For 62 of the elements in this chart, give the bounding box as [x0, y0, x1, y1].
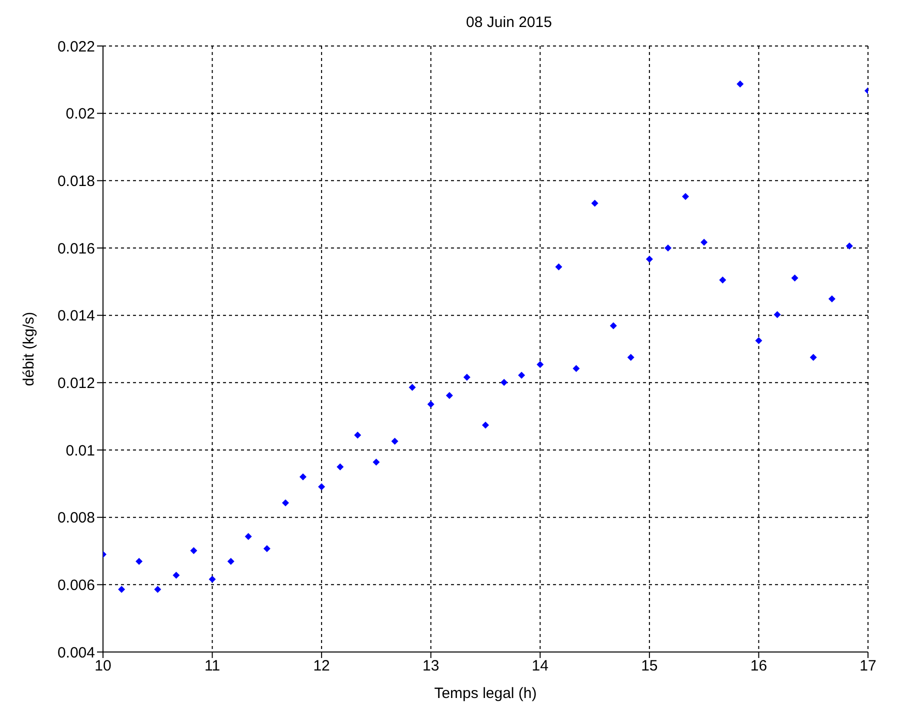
point — [482, 422, 489, 429]
point — [610, 322, 617, 330]
x-tick-label: 11 — [204, 658, 220, 675]
point — [536, 360, 544, 368]
point — [136, 558, 143, 565]
point — [227, 558, 234, 565]
x-tick-label: 15 — [641, 658, 658, 675]
point — [172, 572, 180, 579]
point — [627, 354, 634, 361]
point — [282, 499, 290, 506]
point — [244, 533, 252, 540]
point — [299, 473, 306, 480]
point — [572, 365, 580, 372]
point — [354, 432, 362, 439]
chart-title: 08 Juin 2015 — [465, 14, 553, 31]
y-tick-label: 0.012 — [57, 374, 95, 392]
y-tick-label: 0.018 — [57, 172, 95, 190]
point — [828, 295, 836, 302]
point — [591, 200, 598, 207]
point — [190, 547, 198, 554]
point — [682, 192, 689, 200]
point — [500, 378, 508, 386]
point — [408, 384, 416, 391]
point — [118, 586, 126, 593]
x-axis-title: Temps legal (h) — [434, 685, 537, 702]
point — [555, 263, 562, 270]
point — [336, 463, 344, 470]
point — [263, 545, 270, 552]
point — [208, 576, 216, 583]
point — [446, 392, 453, 399]
y-tick-label: 0.016 — [57, 240, 95, 258]
x-tick-label: 10 — [94, 658, 112, 675]
point — [736, 80, 744, 88]
point — [463, 374, 470, 381]
point — [774, 311, 781, 318]
point — [846, 242, 853, 250]
y-tick-label: 0.02 — [66, 106, 95, 123]
y-tick-label: 0.004 — [57, 644, 95, 662]
point — [791, 274, 798, 282]
x-tick-label: 12 — [313, 658, 330, 675]
x-tick-label: 13 — [422, 658, 440, 675]
point — [700, 238, 708, 246]
point — [518, 372, 526, 379]
point — [755, 337, 762, 344]
point — [318, 483, 326, 490]
point — [427, 400, 434, 408]
y-tick-label: 0.01 — [66, 442, 95, 460]
x-tick-label: 16 — [750, 658, 768, 675]
point — [646, 256, 653, 263]
y-tick-label: 0.008 — [57, 510, 95, 527]
y-tick-label: 0.014 — [57, 308, 95, 325]
y-axis-title: débit (kg/s) — [20, 312, 38, 386]
y-tick-label: 0.006 — [57, 576, 95, 594]
point — [719, 276, 726, 284]
y-tick-label: 0.022 — [57, 38, 95, 56]
point — [154, 586, 162, 593]
x-tick-label: 17 — [860, 658, 876, 675]
point — [810, 354, 817, 361]
point — [664, 244, 672, 252]
point — [391, 438, 398, 445]
x-tick-label: 14 — [532, 658, 548, 675]
point — [372, 458, 380, 466]
